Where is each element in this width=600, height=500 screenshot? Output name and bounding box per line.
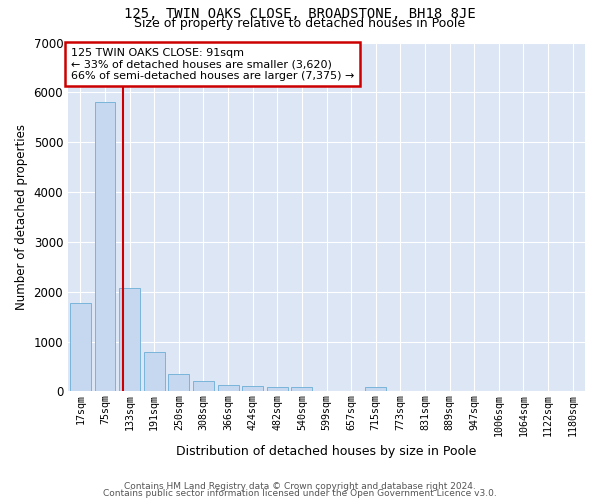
Text: Contains HM Land Registry data © Crown copyright and database right 2024.: Contains HM Land Registry data © Crown c… xyxy=(124,482,476,491)
Bar xyxy=(242,386,263,392)
Text: Contains public sector information licensed under the Open Government Licence v3: Contains public sector information licen… xyxy=(103,489,497,498)
X-axis label: Distribution of detached houses by size in Poole: Distribution of detached houses by size … xyxy=(176,444,477,458)
Bar xyxy=(267,386,288,392)
Bar xyxy=(95,102,115,392)
Bar xyxy=(365,386,386,392)
Bar xyxy=(218,385,239,392)
Y-axis label: Number of detached properties: Number of detached properties xyxy=(15,124,28,310)
Bar xyxy=(119,288,140,392)
Bar xyxy=(292,387,313,392)
Bar xyxy=(144,352,164,392)
Bar xyxy=(169,374,189,392)
Bar xyxy=(193,382,214,392)
Text: 125 TWIN OAKS CLOSE: 91sqm
← 33% of detached houses are smaller (3,620)
66% of s: 125 TWIN OAKS CLOSE: 91sqm ← 33% of deta… xyxy=(71,48,354,81)
Text: 125, TWIN OAKS CLOSE, BROADSTONE, BH18 8JE: 125, TWIN OAKS CLOSE, BROADSTONE, BH18 8… xyxy=(124,8,476,22)
Text: Size of property relative to detached houses in Poole: Size of property relative to detached ho… xyxy=(134,16,466,30)
Bar xyxy=(70,302,91,392)
